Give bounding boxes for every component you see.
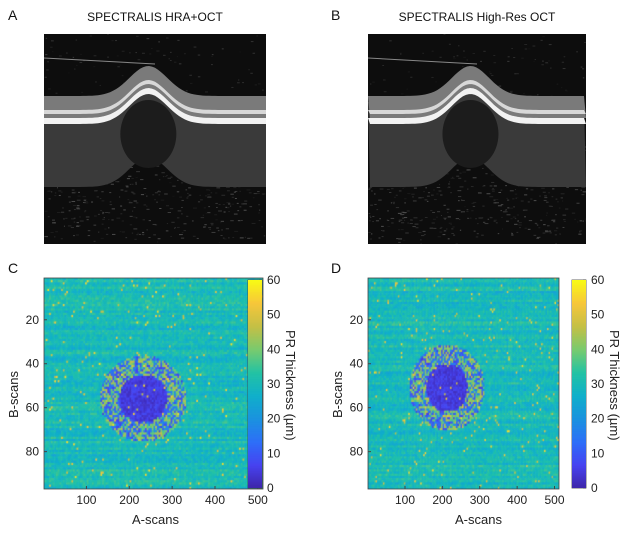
oct-title-a: SPECTRALIS HRA+OCT xyxy=(87,10,223,24)
y-tick-label: 80 xyxy=(26,445,40,459)
y-tick-label: 20 xyxy=(26,313,40,327)
y-tick-label: 60 xyxy=(350,401,364,415)
colorbar-tick-label: 30 xyxy=(591,377,605,391)
x-tick-label: 300 xyxy=(470,493,490,507)
colorbar-tick-label: 60 xyxy=(267,273,281,287)
oct-vitreous-line xyxy=(44,57,156,65)
oct-bright-band xyxy=(44,88,266,124)
panel-letter-d: D xyxy=(331,260,342,276)
x-tick-label: 100 xyxy=(76,493,96,507)
panel-letter-c: C xyxy=(8,260,19,276)
colorbar-tick-label: 10 xyxy=(267,446,281,460)
ylabel-c: B-scans xyxy=(6,371,21,418)
oct-inner-retina xyxy=(44,66,266,118)
oct-title-b: SPECTRALIS High-Res OCT xyxy=(398,10,556,24)
y-tick-label: 80 xyxy=(350,445,364,459)
oct-vitreous-line xyxy=(368,57,478,65)
colorbar-label-c: PR Thickness (µm) xyxy=(283,330,298,441)
colorbar-tick-label: 50 xyxy=(591,308,605,322)
y-tick-label: 40 xyxy=(350,357,364,371)
colorbar-tick-label: 50 xyxy=(267,308,281,322)
colorbar-tick-label: 60 xyxy=(591,273,605,287)
colorbar-tick-label: 0 xyxy=(267,481,274,495)
colorbar-tick-label: 0 xyxy=(591,481,598,495)
x-tick-label: 500 xyxy=(544,493,564,507)
x-tick-label: 200 xyxy=(119,493,139,507)
x-tick-label: 200 xyxy=(432,493,452,507)
colorbar-tick-label: 30 xyxy=(267,377,281,391)
oct-rpe-band xyxy=(44,80,266,114)
x-tick-label: 400 xyxy=(507,493,527,507)
xlabel-d: A-scans xyxy=(455,512,502,527)
colorbar-tick-label: 20 xyxy=(591,412,605,426)
xlabel-c: A-scans xyxy=(132,512,179,527)
colorbar-tick-label: 10 xyxy=(591,446,605,460)
thickness-heatmap-c xyxy=(44,278,263,489)
x-tick-label: 400 xyxy=(205,493,225,507)
y-tick-label: 40 xyxy=(26,357,40,371)
panel-letter-b: B xyxy=(331,7,341,23)
oct-detachment xyxy=(442,100,499,168)
colorbar-d xyxy=(572,280,586,488)
oct-bright-band xyxy=(368,88,586,124)
y-tick-label: 60 xyxy=(26,401,40,415)
colorbar-tick-label: 40 xyxy=(591,342,605,356)
thickness-heatmap-d xyxy=(368,278,559,489)
colorbar-c xyxy=(248,280,262,488)
colorbar-label-d: PR Thickness (µm) xyxy=(607,330,622,441)
x-tick-label: 100 xyxy=(395,493,415,507)
ylabel-d: B-scans xyxy=(330,371,345,418)
x-tick-label: 300 xyxy=(162,493,182,507)
oct-rpe-band xyxy=(368,80,586,114)
y-tick-label: 20 xyxy=(350,313,364,327)
oct-inner-retina xyxy=(368,66,586,118)
colorbar-tick-label: 40 xyxy=(267,342,281,356)
colorbar-tick-label: 20 xyxy=(267,412,281,426)
oct-bscan-image-a xyxy=(44,34,266,244)
panel-letter-a: A xyxy=(8,7,18,23)
x-tick-label: 500 xyxy=(248,493,268,507)
oct-detachment xyxy=(120,100,177,168)
oct-bscan-image-b xyxy=(368,34,586,244)
